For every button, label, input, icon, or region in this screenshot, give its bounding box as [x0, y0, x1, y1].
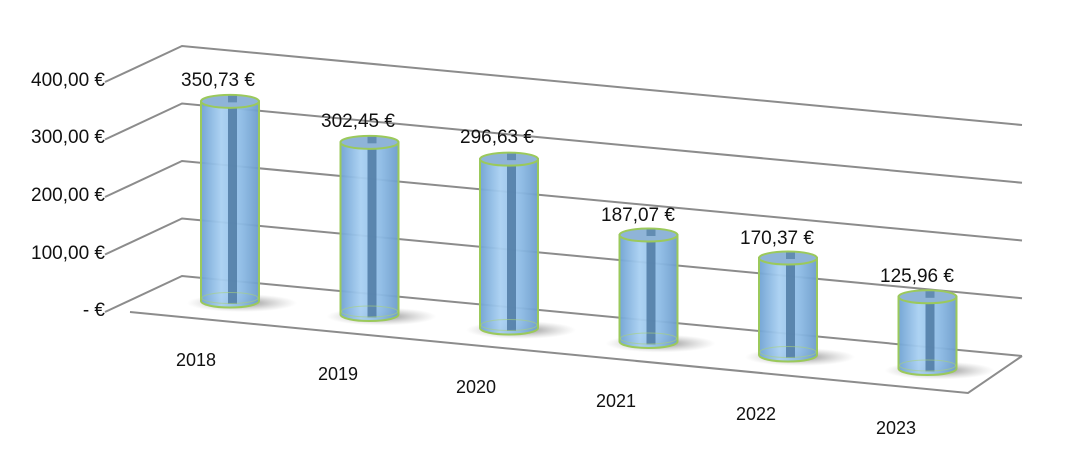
bar-core — [925, 296, 935, 372]
gridline-0 — [104, 274, 1023, 357]
data-label-2021: 187,07 € — [601, 205, 675, 226]
data-label-2022: 170,37 € — [740, 228, 814, 249]
data-label-2020: 296,63 € — [460, 127, 534, 148]
y-tick-label-300: 300,00 € — [31, 127, 105, 148]
y-tick-label-200: 200,00 € — [31, 185, 105, 206]
bar-core — [786, 258, 795, 358]
x-label-2022: 2022 — [736, 404, 777, 424]
gridline-400 — [104, 44, 1023, 126]
bar-core — [646, 235, 656, 345]
bar-core — [507, 159, 516, 331]
bar-core-top — [646, 229, 656, 237]
x-label-2023: 2023 — [876, 418, 917, 438]
gridline-100 — [104, 217, 1023, 300]
x-label-2018: 2018 — [176, 350, 217, 370]
y-tick-label-100: 100,00 € — [31, 243, 105, 264]
bar-core-top — [228, 95, 237, 103]
bar-base-ring — [899, 359, 956, 372]
floor-edge — [129, 311, 1023, 395]
bar-base-ring — [341, 305, 398, 318]
bar-core — [367, 142, 377, 318]
x-label-2020: 2020 — [456, 377, 497, 397]
bar-base-ring — [620, 332, 677, 345]
bar-base-ring — [759, 346, 817, 358]
y-tick-label-400: 400,00 € — [31, 70, 105, 91]
bar-core — [228, 101, 237, 304]
data-label-2019: 302,45 € — [321, 111, 395, 132]
bar-base-ring — [480, 319, 538, 331]
bar-core-top — [786, 252, 795, 260]
x-label-2019: 2019 — [318, 364, 359, 384]
bar-core-top — [507, 153, 516, 161]
bar-base-ring — [201, 292, 259, 304]
data-label-2018: 350,73 € — [181, 70, 255, 91]
y-tick-label-0: - € — [82, 300, 105, 321]
bar-core-top — [367, 136, 377, 144]
data-label-2023: 125,96 € — [880, 266, 954, 287]
bar-core-top — [925, 291, 935, 298]
x-label-2021: 2021 — [596, 391, 637, 411]
gridline-300 — [104, 102, 1023, 184]
gridline-200 — [104, 159, 1023, 242]
